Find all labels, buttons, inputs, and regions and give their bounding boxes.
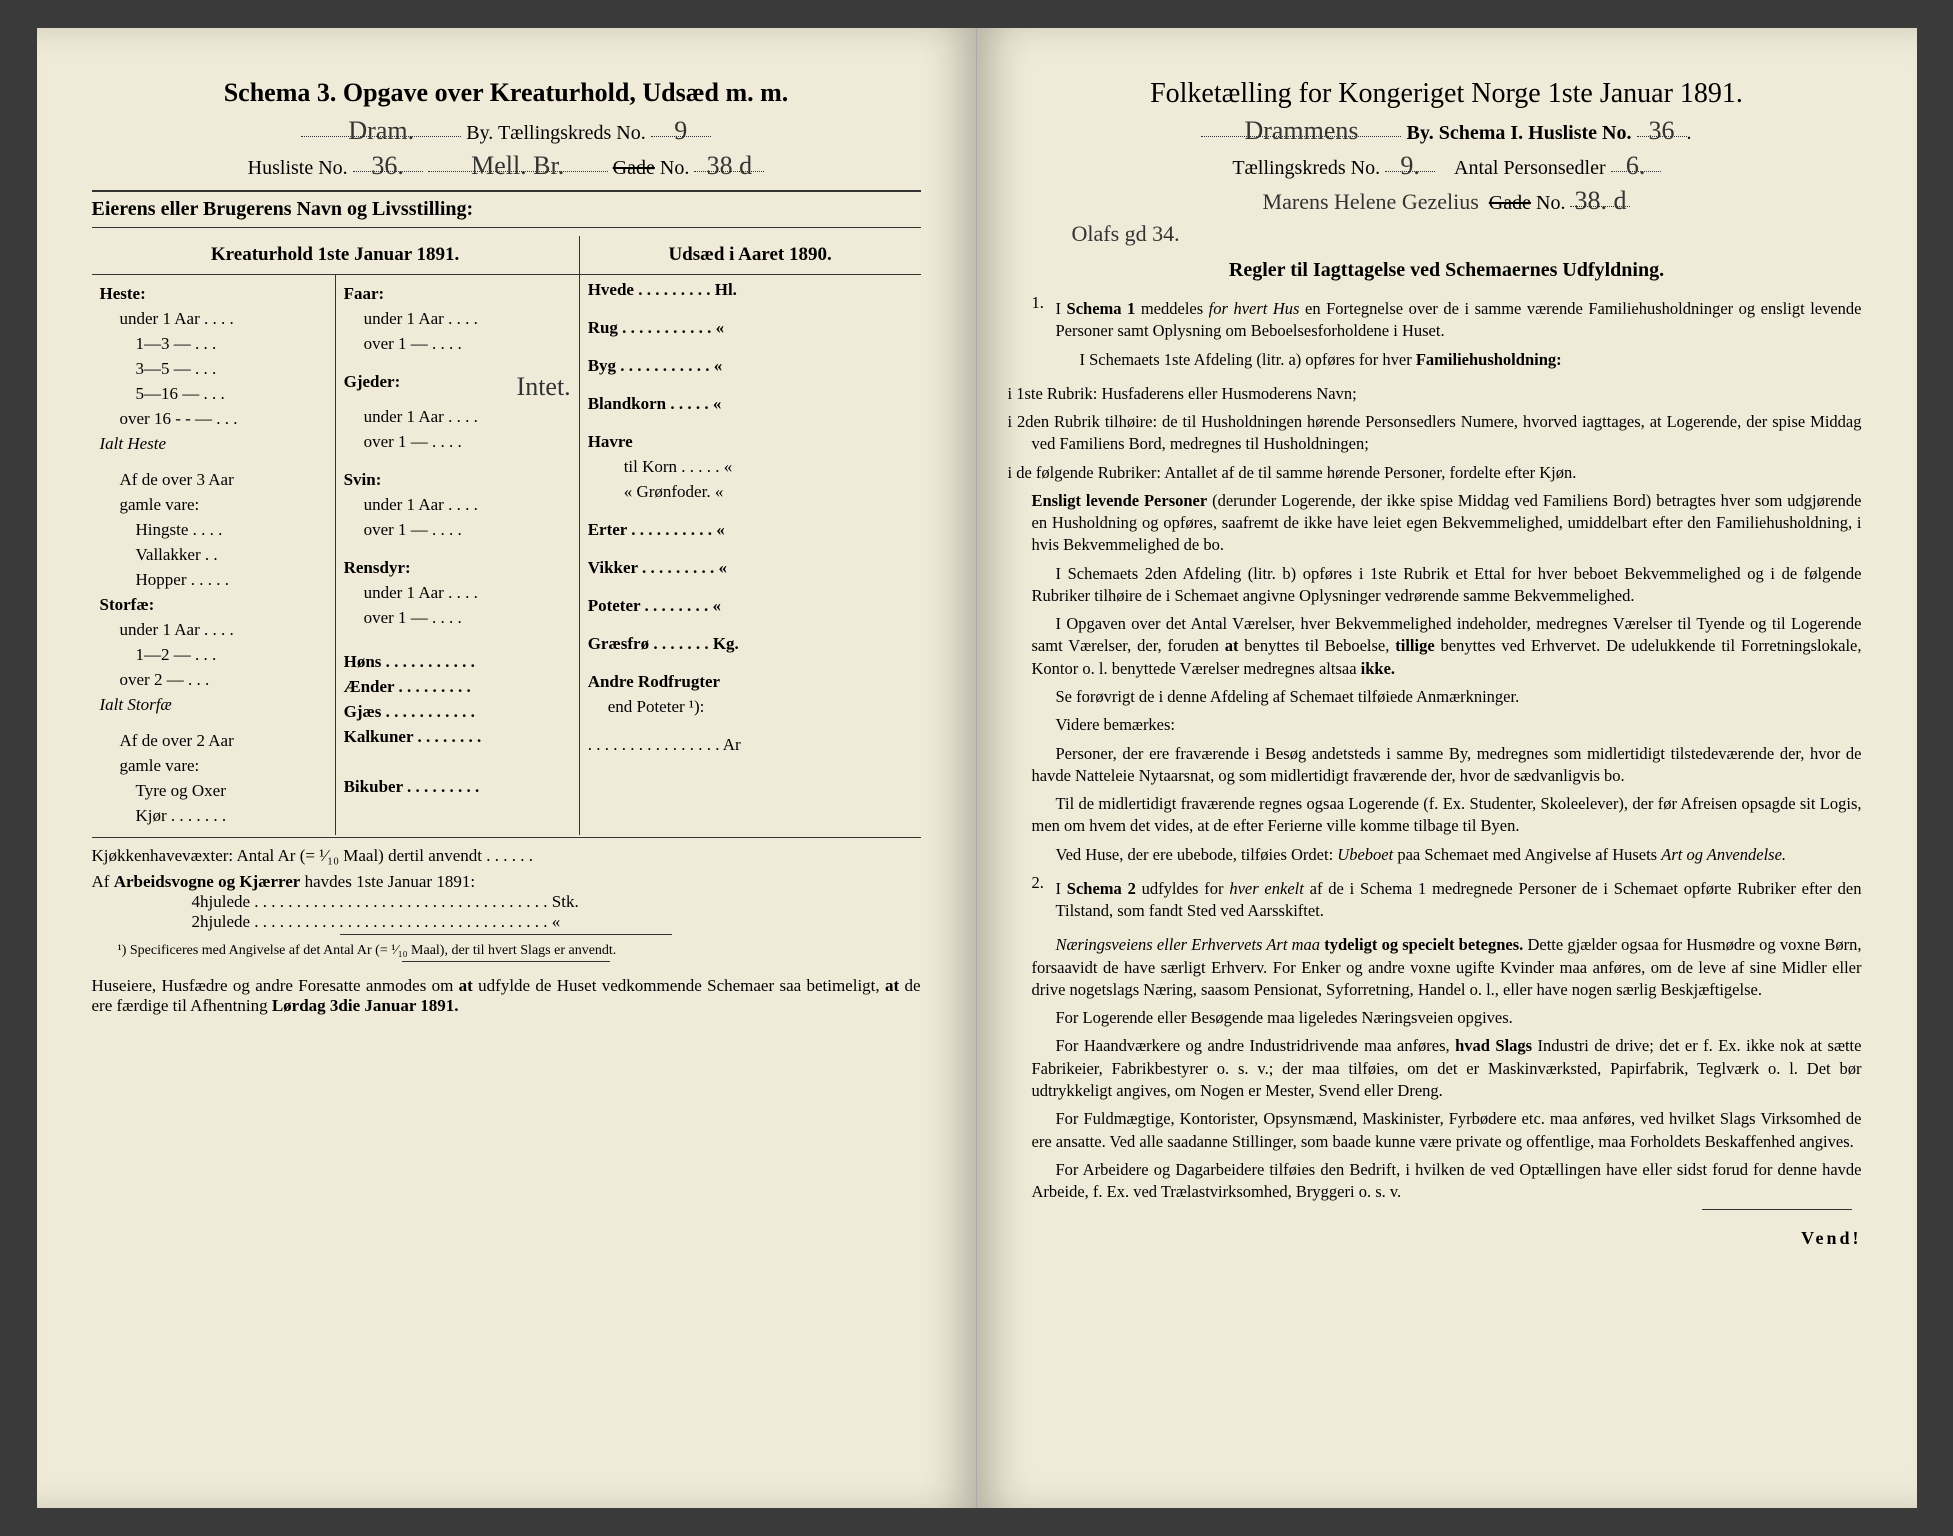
extra-hand: Olafs gd 34.: [1072, 221, 1180, 247]
form-row-by: Dram. By. Tællingskreds No. 9: [92, 116, 921, 145]
2hjul-row: 2hjulede . . . . . . . . . . . . . . . .…: [192, 912, 921, 932]
husliste-no: 36.: [371, 151, 404, 181]
kreatur-table: Kreaturhold 1ste Januar 1891. Heste: und…: [92, 236, 921, 835]
kreds-val: 9.: [1400, 151, 1420, 181]
kreds-no: 9: [674, 116, 687, 146]
schema3-title: Schema 3. Opgave over Kreaturhold, Udsæd…: [92, 78, 921, 108]
col1-header: Kreaturhold 1ste Januar 1891.: [92, 236, 579, 275]
storfae-section: Storfæ: under 1 Aar . . . . 1—2 — . . . …: [100, 595, 327, 826]
label-husliste: Husliste No.: [248, 157, 348, 179]
gade-val-r: 38. d: [1574, 186, 1626, 216]
right-row3: Marens Helene Gezelius Gade No. 38. d: [1032, 186, 1862, 215]
gjeder-intet: Intet.: [517, 372, 571, 402]
left-page: Schema 3. Opgave over Kreaturhold, Udsæd…: [37, 28, 977, 1508]
handwritten-city: Dram.: [348, 116, 414, 146]
label-by-kreds: By. Tællingskreds No.: [466, 122, 645, 144]
census-title: Folketælling for Kongeriget Norge 1ste J…: [1032, 78, 1862, 110]
gade-no-val: 38 d: [707, 151, 753, 181]
arbeidsvogne-row: Af Arbeidsvogne og Kjærrer havdes 1ste J…: [92, 872, 921, 892]
4hjul-row: 4hjulede . . . . . . . . . . . . . . . .…: [192, 892, 921, 912]
vend-label: Vend!: [1032, 1228, 1862, 1249]
regler-title: Regler til Iagttagelse ved Schemaernes U…: [1032, 259, 1862, 282]
col3-header: Udsæd i Aaret 1890.: [580, 236, 921, 275]
city-hand: Drammens: [1244, 116, 1358, 146]
bottom-note: Huseiere, Husfædre og andre Foresatte an…: [92, 976, 921, 1016]
form-row-husliste: Husliste No. 36. Mell. Br. Gade No. 38 d: [92, 151, 921, 180]
open-book: Schema 3. Opgave over Kreaturhold, Udsæd…: [37, 28, 1917, 1508]
right-row1: Drammens By. Schema I. Husliste No. 36.: [1032, 116, 1862, 145]
right-page: Folketælling for Kongeriget Norge 1ste J…: [977, 28, 1917, 1508]
owner-label: Eierens eller Brugerens Navn og Livsstil…: [92, 198, 921, 221]
udsaed-section: Hvede . . . . . . . . . Hl. Rug . . . . …: [588, 280, 913, 755]
footnote: ¹) Specificeres med Angivelse af det Ant…: [132, 943, 921, 959]
label-gade-no: No.: [660, 157, 689, 179]
right-row2: Tællingskreds No. 9. Antal Personsedler …: [1032, 151, 1862, 180]
gade-no-r: No.: [1536, 192, 1565, 214]
kjokken-row: Kjøkkenhavevæxter: Antal Ar (= ¹⁄₁₀ Maal…: [92, 846, 921, 866]
label-schema: By. Schema I. Husliste No.: [1406, 122, 1631, 144]
rules-body: 1. I Schema 1 meddeles for hvert Hus en …: [1032, 292, 1862, 1203]
husliste-no-r: 36: [1649, 116, 1675, 146]
name-hand: Marens Helene Gezelius: [1263, 189, 1479, 215]
label-kreds: Tællingskreds No.: [1232, 157, 1380, 179]
heste-section: Heste: under 1 Aar . . . . 1—3 — . . . 3…: [100, 284, 327, 590]
label-gade-str: Gade: [613, 157, 655, 179]
gade-str-r: Gade: [1489, 192, 1531, 214]
label-personsedler: Antal Personsedler: [1454, 157, 1606, 179]
personsedler-val: 6.: [1626, 151, 1646, 181]
handwritten-street: Mell. Br.: [471, 151, 564, 181]
col2-section: Faar: under 1 Aar . . . . over 1 — . . .…: [344, 284, 571, 797]
